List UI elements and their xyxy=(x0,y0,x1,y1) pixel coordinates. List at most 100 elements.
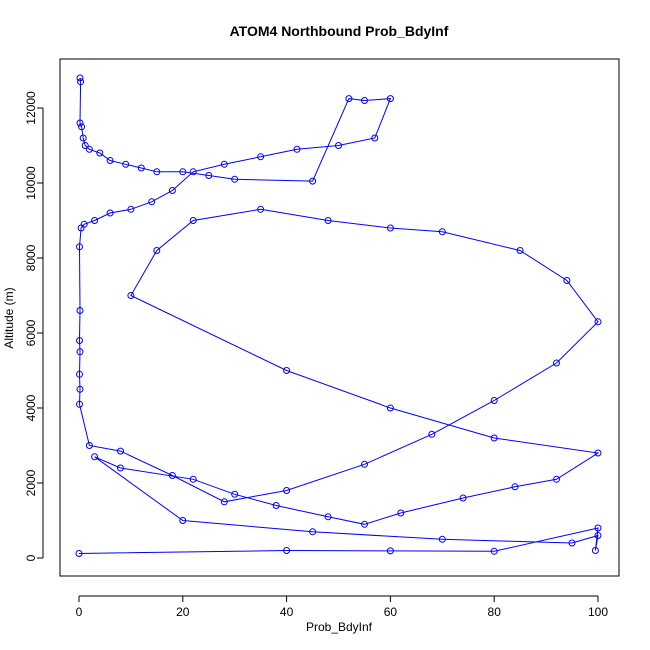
data-point xyxy=(76,337,83,344)
y-tick-label: 10000 xyxy=(24,166,38,200)
data-point xyxy=(153,247,161,254)
data-point xyxy=(231,175,239,183)
data-point xyxy=(96,149,104,157)
data-point xyxy=(220,160,228,168)
x-tick-label: 40 xyxy=(280,605,294,619)
x-tick-label: 100 xyxy=(588,605,608,619)
data-point xyxy=(189,475,197,483)
data-point xyxy=(371,134,379,142)
data-point xyxy=(283,367,291,374)
data-point xyxy=(591,547,599,554)
data-point xyxy=(106,209,114,217)
data-point xyxy=(106,157,114,164)
data-point xyxy=(283,547,291,554)
data-point xyxy=(594,449,602,457)
data-point xyxy=(490,434,498,442)
series-group xyxy=(75,74,602,557)
data-point xyxy=(490,547,498,555)
data-point xyxy=(76,400,83,408)
data-point xyxy=(438,228,446,236)
y-axis: 0 2000 4000 6000 8000 10000 12000 xyxy=(24,91,44,561)
data-point xyxy=(553,359,560,367)
data-point xyxy=(511,483,519,491)
data-point xyxy=(76,74,84,82)
data-point xyxy=(168,187,176,194)
data-point xyxy=(516,247,524,254)
data-point xyxy=(386,224,394,232)
x-tick-label: 60 xyxy=(384,605,398,619)
data-point xyxy=(117,464,124,472)
y-tick-label: 2000 xyxy=(24,469,38,496)
x-axis: 0 20 40 60 80 100 xyxy=(76,595,608,619)
data-point xyxy=(553,475,560,483)
data-point xyxy=(231,490,239,498)
y-tick-label: 4000 xyxy=(24,394,38,421)
y-axis-label: Altitude (m) xyxy=(2,287,16,348)
plot-frame xyxy=(59,58,620,577)
data-point xyxy=(490,397,498,404)
chart-title: ATOM4 Northbound Prob_BdyInf xyxy=(230,23,449,39)
data-point xyxy=(76,385,84,393)
data-point xyxy=(257,205,265,213)
x-axis-label: Prob_BdyInf xyxy=(306,620,373,634)
data-point xyxy=(324,513,332,521)
data-point xyxy=(137,164,145,172)
data-point xyxy=(257,153,265,161)
data-point xyxy=(397,509,405,517)
data-point xyxy=(85,442,93,449)
data-point xyxy=(205,172,213,179)
data-point xyxy=(76,119,84,127)
data-point xyxy=(117,447,124,455)
data-point xyxy=(272,502,280,509)
data-point xyxy=(345,95,353,103)
data-point xyxy=(335,142,342,149)
data-point xyxy=(122,160,130,168)
y-tick-label: 12000 xyxy=(24,91,38,125)
data-point xyxy=(189,168,197,176)
data-point xyxy=(76,307,84,314)
data-point xyxy=(361,520,368,528)
data-point xyxy=(428,430,436,438)
data-point xyxy=(361,97,368,104)
data-point xyxy=(220,498,228,506)
data-point xyxy=(324,217,332,224)
series-line xyxy=(78,77,600,554)
data-point xyxy=(386,95,394,103)
data-point xyxy=(76,348,84,356)
data-point xyxy=(293,145,301,153)
data-point xyxy=(594,532,602,539)
data-point xyxy=(594,318,602,326)
data-point xyxy=(76,243,83,251)
data-point xyxy=(77,78,85,86)
data-point xyxy=(148,198,156,206)
data-point xyxy=(386,404,394,412)
data-point xyxy=(85,145,93,153)
data-point xyxy=(91,453,99,461)
data-point xyxy=(79,134,87,142)
data-point xyxy=(179,168,187,176)
data-point xyxy=(91,217,99,224)
y-tick-label: 0 xyxy=(24,554,38,561)
data-point xyxy=(438,535,446,543)
data-point xyxy=(568,539,576,547)
data-point xyxy=(78,123,86,131)
y-tick-label: 8000 xyxy=(24,244,38,271)
data-point xyxy=(81,142,89,149)
data-point xyxy=(283,487,291,494)
x-tick-label: 20 xyxy=(176,605,190,619)
data-point xyxy=(127,292,135,299)
data-point xyxy=(168,472,176,479)
data-point xyxy=(594,524,602,532)
data-point xyxy=(127,205,135,213)
data-point xyxy=(189,217,197,224)
data-point xyxy=(179,517,187,524)
y-tick-label: 6000 xyxy=(24,319,38,346)
data-point xyxy=(309,528,317,536)
data-point xyxy=(459,494,467,502)
data-point xyxy=(153,168,161,176)
data-point xyxy=(75,550,83,557)
data-point xyxy=(76,370,83,378)
data-point xyxy=(361,460,368,468)
